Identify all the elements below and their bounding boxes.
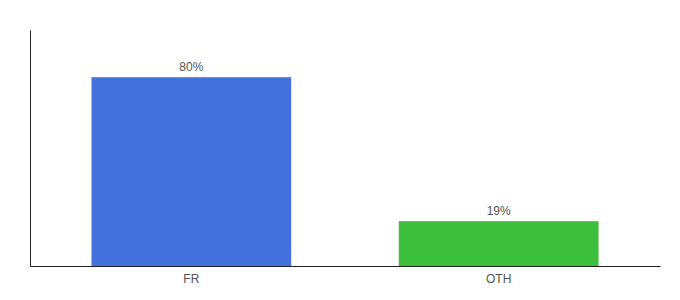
chart: FR OTH 80% 19% xyxy=(0,0,680,300)
x-tick: OTH xyxy=(486,272,511,286)
x-tick: FR xyxy=(183,272,199,286)
y-axis xyxy=(30,31,31,267)
bar xyxy=(399,221,599,266)
data-labels: 80% 19% xyxy=(179,60,511,218)
data-label: 80% xyxy=(179,60,203,74)
bars xyxy=(91,77,598,266)
x-axis-line xyxy=(31,266,661,267)
data-label: 19% xyxy=(487,204,511,218)
x-axis: FR OTH xyxy=(31,267,661,286)
bar xyxy=(91,77,291,266)
x-tick-label: FR xyxy=(183,272,199,286)
x-tick-label: OTH xyxy=(486,272,511,286)
plot: FR OTH 80% 19% xyxy=(31,31,661,286)
y-axis-line xyxy=(30,31,31,267)
